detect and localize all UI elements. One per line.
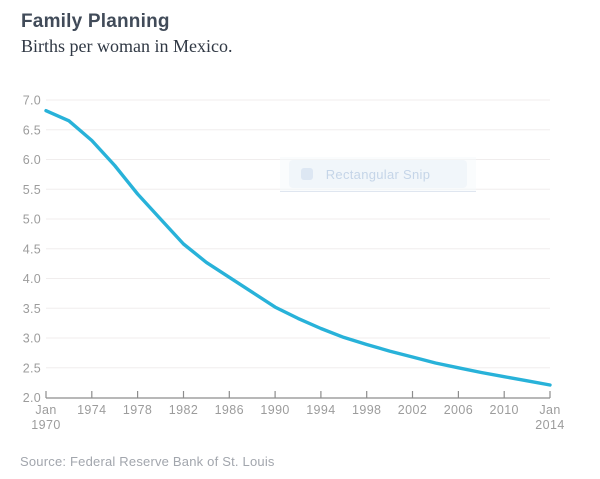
x-axis-label: 1994 [306, 403, 335, 417]
source-attribution: Source: Federal Reserve Bank of St. Loui… [20, 454, 275, 469]
x-axis-label: 1986 [215, 403, 244, 417]
x-axis-label: Jan [35, 403, 56, 417]
x-axis-label: Jan [539, 403, 560, 417]
chart-subtitle: Births per woman in Mexico. [21, 36, 233, 56]
x-axis-label: 1978 [123, 403, 152, 417]
y-axis-label: 7.0 [23, 94, 41, 108]
snip-tooltip-label: Rectangular Snip [325, 166, 431, 182]
snip-icon [301, 168, 313, 180]
y-axis-label: 3.5 [23, 302, 41, 316]
data-line [44, 108, 552, 387]
y-axis-label: 6.5 [23, 123, 41, 137]
x-axis-label: 2006 [444, 403, 473, 417]
snip-tooltip: Rectangular Snip [289, 160, 467, 188]
x-axis-label: 2010 [489, 403, 518, 417]
x-axis-label: 1970 [31, 418, 60, 432]
x-axis-label: 2014 [535, 418, 564, 432]
y-axis-label: 3.0 [23, 332, 41, 346]
y-axis-label: 4.0 [23, 272, 41, 286]
page-title: Family Planning [21, 11, 170, 32]
x-axis-label: 1974 [77, 403, 106, 417]
x-axis-label: 1990 [260, 403, 289, 417]
y-axis-label: 4.5 [23, 242, 41, 256]
x-axis-label: 1998 [352, 403, 381, 417]
x-axis-label: 2002 [398, 403, 427, 417]
y-axis-label: 5.0 [23, 213, 41, 227]
y-axis-label: 2.0 [23, 391, 41, 405]
y-axis-label: 6.0 [23, 153, 41, 167]
y-axis-label: 5.5 [23, 183, 41, 197]
x-axis-label: 1982 [169, 403, 198, 417]
y-axis-label: 2.5 [23, 361, 41, 375]
